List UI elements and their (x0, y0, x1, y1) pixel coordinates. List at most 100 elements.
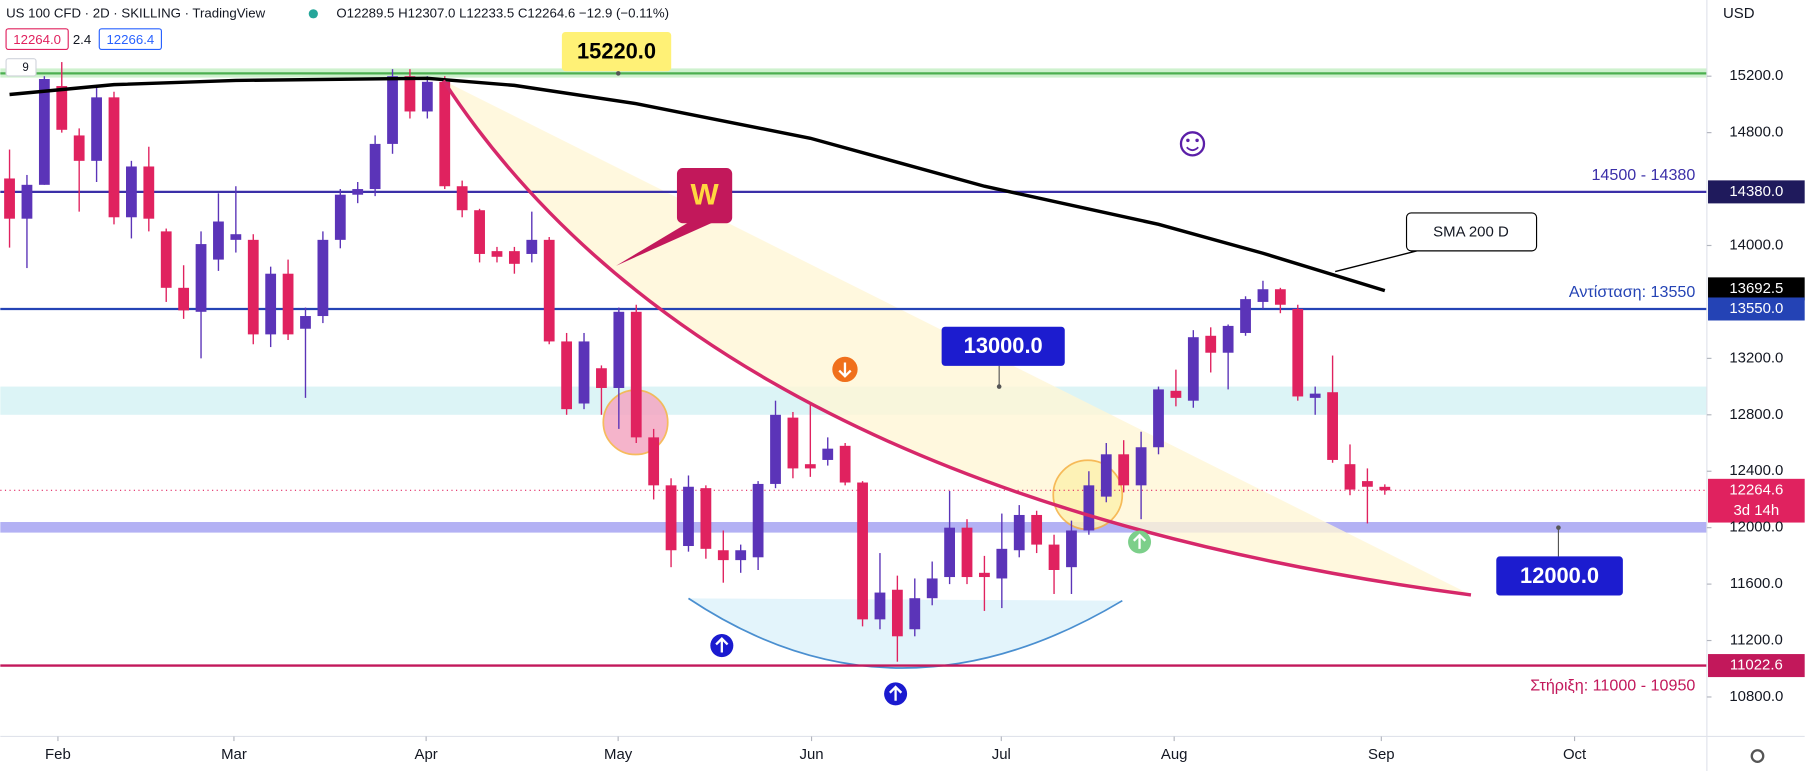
candle-body (1170, 390, 1182, 398)
y-tick-label: 15200.0 (1729, 67, 1783, 84)
arrow-glyph (838, 362, 852, 378)
candle-body (526, 239, 538, 254)
candle-body (630, 311, 642, 438)
candle-body (213, 221, 224, 260)
y-tick-label: 12400.0 (1729, 462, 1783, 479)
candle-body (891, 589, 903, 637)
candle-body (282, 273, 294, 335)
candle-body (352, 189, 364, 195)
zone (0, 522, 1707, 533)
candle-body (717, 550, 729, 561)
callout-label: 13000.0 (964, 333, 1043, 358)
callout-tail (615, 220, 717, 266)
candle-body (961, 527, 973, 578)
callout-box (1496, 556, 1623, 596)
price-tag-label: 13550.0 (1729, 300, 1783, 317)
candle-body (1274, 289, 1286, 305)
arrow-glyph (715, 637, 729, 653)
candle-body (822, 448, 834, 460)
price-tag-label: 11022.6 (1730, 657, 1783, 674)
cup-arc (687, 597, 1123, 669)
cup-shade (688, 598, 1123, 669)
y-tick-label: 14000.0 (1729, 236, 1783, 253)
candle-body (1240, 299, 1251, 333)
price-tag (1708, 180, 1805, 204)
settings-icon[interactable] (1750, 749, 1765, 763)
candle-body (126, 166, 137, 218)
candle-body (1257, 289, 1269, 302)
sma-line (9, 76, 1386, 293)
candle-body (317, 239, 329, 317)
callout-anchor (1556, 525, 1561, 530)
candle-body (247, 239, 259, 335)
price-tag (1708, 654, 1805, 678)
x-tick-label: Jun (800, 746, 824, 763)
arrow-glyph (1132, 533, 1147, 549)
callout-box (941, 326, 1065, 366)
x-tick-label: Apr (415, 746, 438, 763)
candle-body (543, 239, 555, 342)
sma-callout (1405, 212, 1538, 252)
callouts: 15220.0 13000.0 12000.0 (561, 31, 1623, 596)
candle-body (456, 186, 468, 211)
currency[interactable]: USD (1723, 5, 1755, 22)
axes: 14380.0 13692.5 13550.0 12264.6 3d 14h 11022.… (45, 67, 1805, 763)
candle-body (1327, 392, 1338, 460)
candle-body (804, 464, 816, 469)
candle-body (91, 97, 102, 161)
candle-body (700, 488, 712, 549)
price-tag-countdown: 3d 14h (1734, 502, 1780, 519)
candle-body (1292, 308, 1304, 397)
trend-curve (441, 79, 1472, 597)
market-status (308, 9, 318, 19)
y-tick-label: 11600.0 (1730, 575, 1783, 592)
smiley-eye (1186, 138, 1190, 143)
spread: 2.4 (73, 32, 91, 47)
smiley-icon (1179, 131, 1206, 157)
candle-body (1205, 335, 1217, 353)
symbol-title: US 100 CFD · 2D · SKILLING · TradingView (6, 5, 266, 20)
candle-body (1344, 464, 1356, 490)
ask-box[interactable] (98, 28, 162, 51)
sma-pointer (1335, 249, 1422, 273)
indicators-toggle[interactable] (5, 58, 37, 77)
candle-body (1100, 454, 1112, 497)
y-tick-label: 11200.0 (1730, 631, 1783, 648)
price-tag-label: 14380.0 (1729, 183, 1783, 200)
candle-body (752, 483, 764, 558)
candle-body (143, 166, 155, 219)
candle-body (334, 194, 346, 240)
pattern-box (676, 168, 733, 224)
x-tick-label: Aug (1161, 746, 1188, 763)
bid-box[interactable] (5, 28, 69, 51)
candle-body (979, 572, 990, 578)
candle-body (909, 598, 921, 630)
candle-body (1135, 447, 1147, 486)
smiley-mouth (1186, 146, 1199, 152)
candle-body (683, 486, 694, 547)
price-tag-label: 13692.5 (1729, 280, 1783, 297)
candle-body (578, 341, 590, 404)
candle-body (178, 287, 190, 311)
candle-body (38, 79, 50, 185)
candle-body (195, 244, 207, 312)
candle-body (4, 178, 15, 219)
candle-body (1309, 393, 1321, 398)
candle-body (108, 97, 120, 218)
x-tick-label: Feb (45, 746, 71, 763)
candle-body (404, 76, 416, 112)
candle-body (387, 76, 398, 144)
candle-body (300, 316, 311, 329)
candle-body (1187, 337, 1199, 401)
candle-body (439, 81, 451, 187)
sma-label: SMA 200 D (1433, 223, 1509, 240)
y-tick-label: 12000.0 (1729, 519, 1783, 536)
candle-body (491, 251, 503, 257)
x-tick-label: Jul (992, 746, 1011, 763)
x-tick-label: May (604, 746, 633, 763)
pattern-label: W (690, 179, 719, 212)
candle-body (944, 527, 955, 578)
candle-body (265, 273, 277, 335)
